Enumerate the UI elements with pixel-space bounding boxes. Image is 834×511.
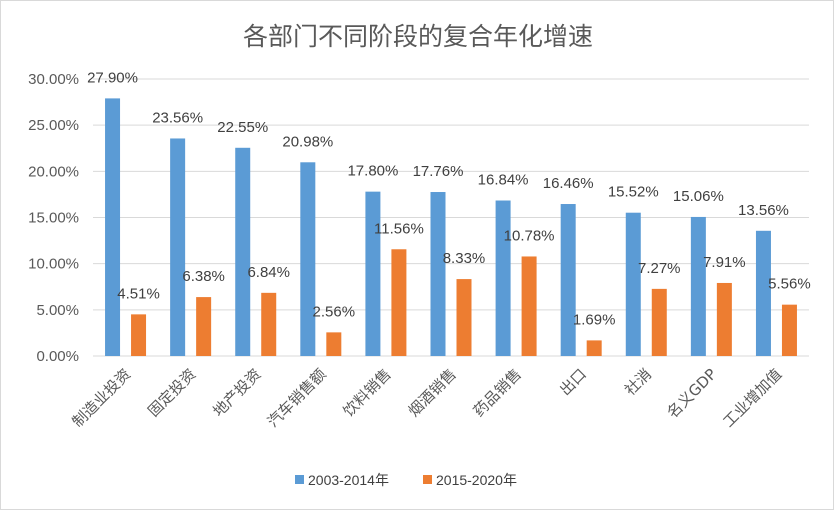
y-tick-label: 30.00% [28,71,79,88]
legend-swatch [295,475,304,484]
data-label: 8.33% [443,250,486,267]
x-category-label: 名义GDP [663,365,720,422]
bar-series-2 [261,292,277,356]
data-label: 11.56% [374,220,424,237]
y-tick-label: 20.00% [28,163,79,180]
bar-series-2 [326,332,342,356]
data-label: 10.78% [504,227,555,244]
x-axis-categories: 制造业投资 固定投资 地产投资 汽车销售额 饮料销售 烟酒销售 药品销售 出口 社消 名义GDP 工… [69,365,786,431]
x-category-label: 汽车销售额 [264,365,330,431]
x-category-label: 出口 [556,365,590,399]
x-category-label: 饮料销售 [340,365,395,420]
bar-series-2 [131,314,147,356]
y-tick-label: 10.00% [28,256,79,273]
legend-swatch [423,475,432,484]
data-label: 1.69% [573,311,616,328]
bar-series-2 [651,288,667,356]
bar-series-1 [690,216,706,356]
bar-series-2 [521,256,537,356]
data-label: 7.27% [638,260,681,277]
data-label: 2.56% [313,303,356,320]
x-category-label: 地产投资 [209,365,264,420]
gridlines [93,78,809,357]
data-label: 23.56% [152,109,203,126]
data-label: 7.91% [703,254,746,271]
y-tick-label: 5.00% [36,302,79,319]
data-label: 17.80% [347,163,398,180]
bar-series-1 [495,200,511,356]
legend-label: 2015-2020年 [436,472,517,488]
data-label: 4.51% [117,285,160,302]
legend: 2003-2014年 2015-2020年 [295,472,517,488]
data-label: 20.98% [282,133,333,150]
x-category-label: 固定投资 [144,365,199,420]
bar-series-2 [586,340,602,356]
bar-series-1 [625,212,641,356]
x-category-label: 工业增加值 [720,365,786,431]
x-category-label: 制造业投资 [69,365,135,431]
bar-series-1 [170,138,186,356]
bar-series-2 [716,282,732,356]
bar-series-2 [196,297,212,356]
data-label: 6.84% [247,264,290,281]
bar-series-1 [560,204,576,356]
y-axis-ticks: 0.00% 5.00% 10.00% 15.00% 20.00% 25.00% 30.00% [28,71,79,365]
bar-series-1 [365,191,381,356]
data-label: 15.52% [608,184,659,201]
bars [105,98,797,356]
y-tick-label: 0.00% [36,348,79,365]
data-label: 5.56% [768,276,811,293]
y-tick-label: 15.00% [28,210,79,227]
data-label: 17.76% [413,163,464,180]
bar-series-1 [755,230,771,356]
bar-series-2 [456,279,472,356]
y-tick-label: 25.00% [28,117,79,134]
bar-series-1 [235,147,251,356]
data-labels: 27.90% 23.56% 22.55% 20.98% 17.80% 17.76% 16.8… [87,69,811,328]
x-category-label: 社消 [621,365,655,399]
x-category-label: 烟酒销售 [405,365,460,420]
data-label: 6.38% [182,268,225,285]
chart-title: 各部门不同阶段的复合年化增速 [243,22,593,51]
data-label: 13.56% [738,202,789,219]
data-label: 16.84% [478,172,529,189]
bar-series-2 [781,304,797,356]
bar-series-1 [300,162,316,356]
bar-series-1 [430,192,446,356]
data-label: 16.46% [543,175,594,192]
x-category-label: 药品销售 [470,365,525,420]
data-label: 15.06% [673,188,724,205]
bar-series-1 [105,98,121,356]
bar-series-2 [391,249,407,356]
legend-label: 2003-2014年 [308,472,389,488]
data-label: 27.90% [87,69,138,86]
data-label: 22.55% [217,119,268,136]
